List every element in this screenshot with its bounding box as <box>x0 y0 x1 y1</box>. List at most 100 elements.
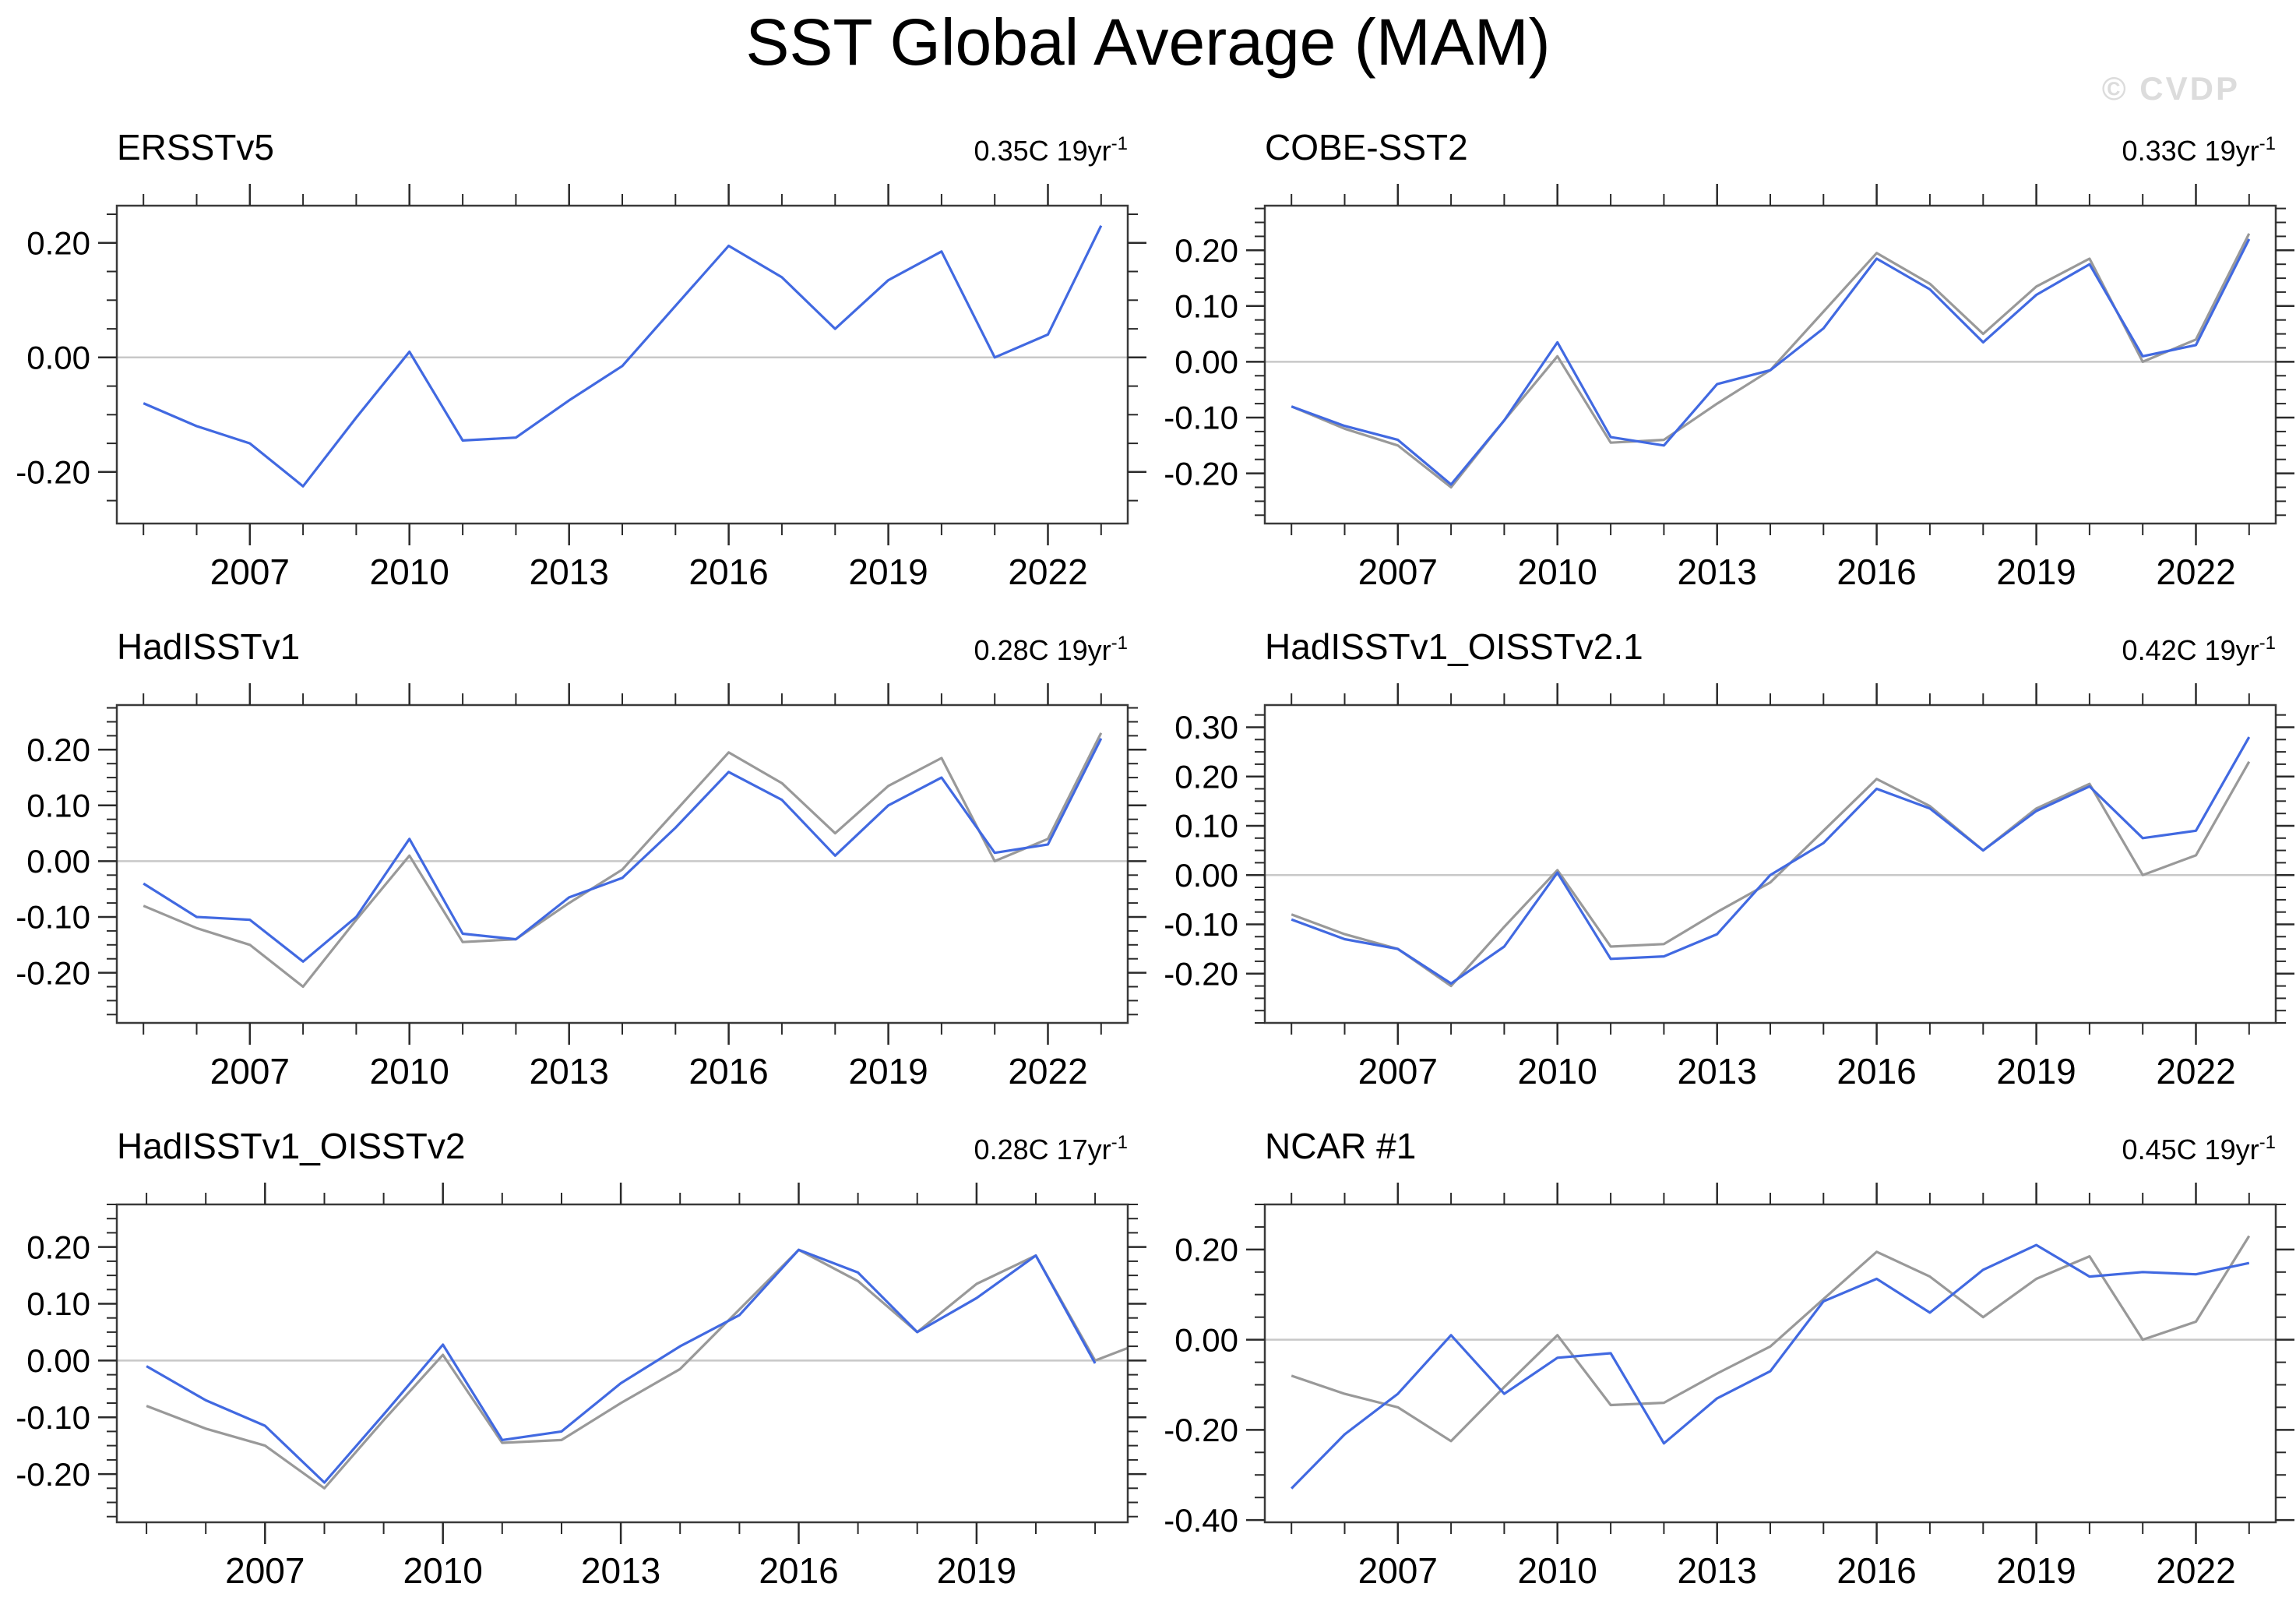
svg-text:-0.20: -0.20 <box>16 954 90 991</box>
svg-text:0.00: 0.00 <box>1174 857 1238 894</box>
svg-text:2016: 2016 <box>1836 1051 1916 1091</box>
svg-text:2013: 2013 <box>1678 1051 1757 1091</box>
svg-text:2016: 2016 <box>1836 1550 1916 1591</box>
svg-text:0.00: 0.00 <box>26 843 90 880</box>
svg-text:2019: 2019 <box>848 552 928 592</box>
svg-text:2013: 2013 <box>1678 1550 1757 1591</box>
svg-text:2016: 2016 <box>688 1051 768 1091</box>
svg-text:2010: 2010 <box>370 1051 449 1091</box>
svg-text:0.20: 0.20 <box>26 225 90 262</box>
panel-title: ERSSTv5 <box>117 127 274 167</box>
svg-text:0.10: 0.10 <box>26 788 90 824</box>
svg-text:2022: 2022 <box>1008 552 1087 592</box>
svg-text:-0.40: -0.40 <box>1164 1502 1238 1539</box>
trend-value: 0.42C 19yr <box>2122 634 2259 666</box>
svg-text:-0.10: -0.10 <box>1164 906 1238 943</box>
svg-text:0.20: 0.20 <box>1174 232 1238 269</box>
svg-text:-0.20: -0.20 <box>16 454 90 491</box>
panel-title: NCAR #1 <box>1265 1126 1417 1166</box>
svg-text:0.30: 0.30 <box>1174 709 1238 746</box>
svg-text:-0.10: -0.10 <box>16 899 90 936</box>
trend-exponent: -1 <box>1111 133 1128 154</box>
trend-annotation: 0.35C 19yr-1 <box>974 135 1128 167</box>
svg-text:2013: 2013 <box>1678 552 1757 592</box>
svg-text:2019: 2019 <box>937 1550 1016 1591</box>
panel-header: HadISSTv1 0.28C 19yr-1 <box>0 616 1148 666</box>
svg-text:2007: 2007 <box>210 552 290 592</box>
trend-value: 0.28C 19yr <box>974 634 1111 666</box>
trend-annotation: 0.28C 17yr-1 <box>974 1134 1128 1165</box>
svg-text:2007: 2007 <box>225 1550 305 1591</box>
trend-annotation: 0.42C 19yr-1 <box>2122 633 2276 666</box>
svg-text:-0.20: -0.20 <box>1164 955 1238 992</box>
panel-title: HadISSTv1_OISSTv2.1 <box>1265 626 1643 667</box>
svg-text:2022: 2022 <box>2156 552 2235 592</box>
trend-annotation: 0.33C 19yr-1 <box>2122 135 2276 167</box>
plot-hadisstv1: 0.20 0.10 0.00 -0.10 -0.20 2007 2010 2013 2016 20… <box>16 683 1146 1091</box>
trend-exponent: -1 <box>2259 1132 2276 1153</box>
svg-text:0.20: 0.20 <box>1174 758 1238 795</box>
svg-text:2019: 2019 <box>848 1051 928 1091</box>
trend-exponent: -1 <box>1111 633 1128 654</box>
svg-text:-0.20: -0.20 <box>1164 1412 1238 1448</box>
svg-text:0.00: 0.00 <box>26 1342 90 1379</box>
panel-header: HadISSTv1_OISSTv2.1 0.42C 19yr-1 <box>1148 616 2296 666</box>
panel-grid: ERSSTv5 0.35C 19yr-1 0.20 0.00 -0.20 2007 20… <box>0 117 2296 1615</box>
plot-ncar-1: 0.20 0.00 -0.20 -0.40 2007 2010 2013 2016 2019 20… <box>1164 1183 2294 1591</box>
panel-hadisstv1: HadISSTv1 0.28C 19yr-1 0.20 0.10 0.00 -0.10… <box>0 616 1148 1116</box>
panel-header: COBE-SST2 0.33C 19yr-1 <box>1148 117 2296 167</box>
panel-cobe-sst2: COBE-SST2 0.33C 19yr-1 0.20 0.10 0.00 -0.10… <box>1148 117 2296 616</box>
trend-value: 0.28C 17yr <box>974 1134 1111 1165</box>
trend-exponent: -1 <box>2259 133 2276 154</box>
trend-value: 0.35C 19yr <box>974 135 1111 167</box>
panel-title: COBE-SST2 <box>1265 127 1468 167</box>
svg-text:2016: 2016 <box>688 552 768 592</box>
plot-hadisstv1-oisstv2: 0.20 0.10 0.00 -0.10 -0.20 2007 2010 2013 2016 20… <box>16 1183 1146 1591</box>
trend-value: 0.33C 19yr <box>2122 135 2259 167</box>
plot-cobe-sst2: 0.20 0.10 0.00 -0.10 -0.20 2007 2010 2013 2016 20… <box>1164 184 2294 592</box>
svg-text:2022: 2022 <box>1008 1051 1087 1091</box>
svg-text:0.10: 0.10 <box>26 1285 90 1322</box>
svg-text:0.10: 0.10 <box>1174 288 1238 325</box>
panel-hadisstv1-oisstv2: HadISSTv1_OISSTv2 0.28C 17yr-1 0.20 0.10 0… <box>0 1116 1148 1615</box>
svg-text:-0.20: -0.20 <box>1164 455 1238 492</box>
svg-text:2019: 2019 <box>1996 1550 2076 1591</box>
svg-text:0.20: 0.20 <box>26 732 90 768</box>
svg-text:2019: 2019 <box>1996 552 2076 592</box>
svg-text:2007: 2007 <box>1358 552 1438 592</box>
plot-hadisstv1-oisstv2-1: 0.30 0.20 0.10 0.00 -0.10 -0.20 2007 2010 2013 20… <box>1164 683 2294 1091</box>
panel-header: HadISSTv1_OISSTv2 0.28C 17yr-1 <box>0 1116 1148 1165</box>
svg-text:2016: 2016 <box>1836 552 1916 592</box>
svg-text:0.10: 0.10 <box>1174 808 1238 845</box>
trend-exponent: -1 <box>2259 633 2276 654</box>
figure-title: SST Global Average (MAM) <box>745 5 1551 79</box>
svg-text:2007: 2007 <box>210 1051 290 1091</box>
svg-text:2010: 2010 <box>1518 1550 1597 1591</box>
panel-title: HadISSTv1_OISSTv2 <box>117 1126 466 1166</box>
svg-text:2013: 2013 <box>530 1051 609 1091</box>
svg-text:0.00: 0.00 <box>1174 344 1238 380</box>
svg-text:0.20: 0.20 <box>26 1229 90 1265</box>
trend-annotation: 0.45C 19yr-1 <box>2122 1134 2276 1165</box>
svg-text:2010: 2010 <box>370 552 449 592</box>
trend-value: 0.45C 19yr <box>2122 1134 2259 1165</box>
svg-text:-0.20: -0.20 <box>16 1456 90 1493</box>
svg-text:-0.10: -0.10 <box>1164 400 1238 436</box>
svg-text:2022: 2022 <box>2156 1550 2235 1591</box>
svg-text:0.00: 0.00 <box>26 340 90 376</box>
svg-text:2013: 2013 <box>530 552 609 592</box>
svg-text:0.00: 0.00 <box>1174 1321 1238 1358</box>
panel-header: ERSSTv5 0.35C 19yr-1 <box>0 117 1148 167</box>
panel-title: HadISSTv1 <box>117 626 301 667</box>
svg-text:2022: 2022 <box>2156 1051 2235 1091</box>
plot-ersstv5: 0.20 0.00 -0.20 2007 2010 2013 2016 2019 2022 <box>16 184 1146 592</box>
svg-text:2007: 2007 <box>1358 1550 1438 1591</box>
svg-text:2010: 2010 <box>1518 552 1597 592</box>
svg-text:2007: 2007 <box>1358 1051 1438 1091</box>
panel-hadisstv1-oisstv2-1: HadISSTv1_OISSTv2.1 0.42C 19yr-1 0.30 0.2… <box>1148 616 2296 1116</box>
cvdp-watermark: © CVDP <box>2101 70 2240 107</box>
svg-text:2010: 2010 <box>403 1550 483 1591</box>
trend-annotation: 0.28C 19yr-1 <box>974 633 1128 666</box>
svg-text:2013: 2013 <box>581 1550 660 1591</box>
